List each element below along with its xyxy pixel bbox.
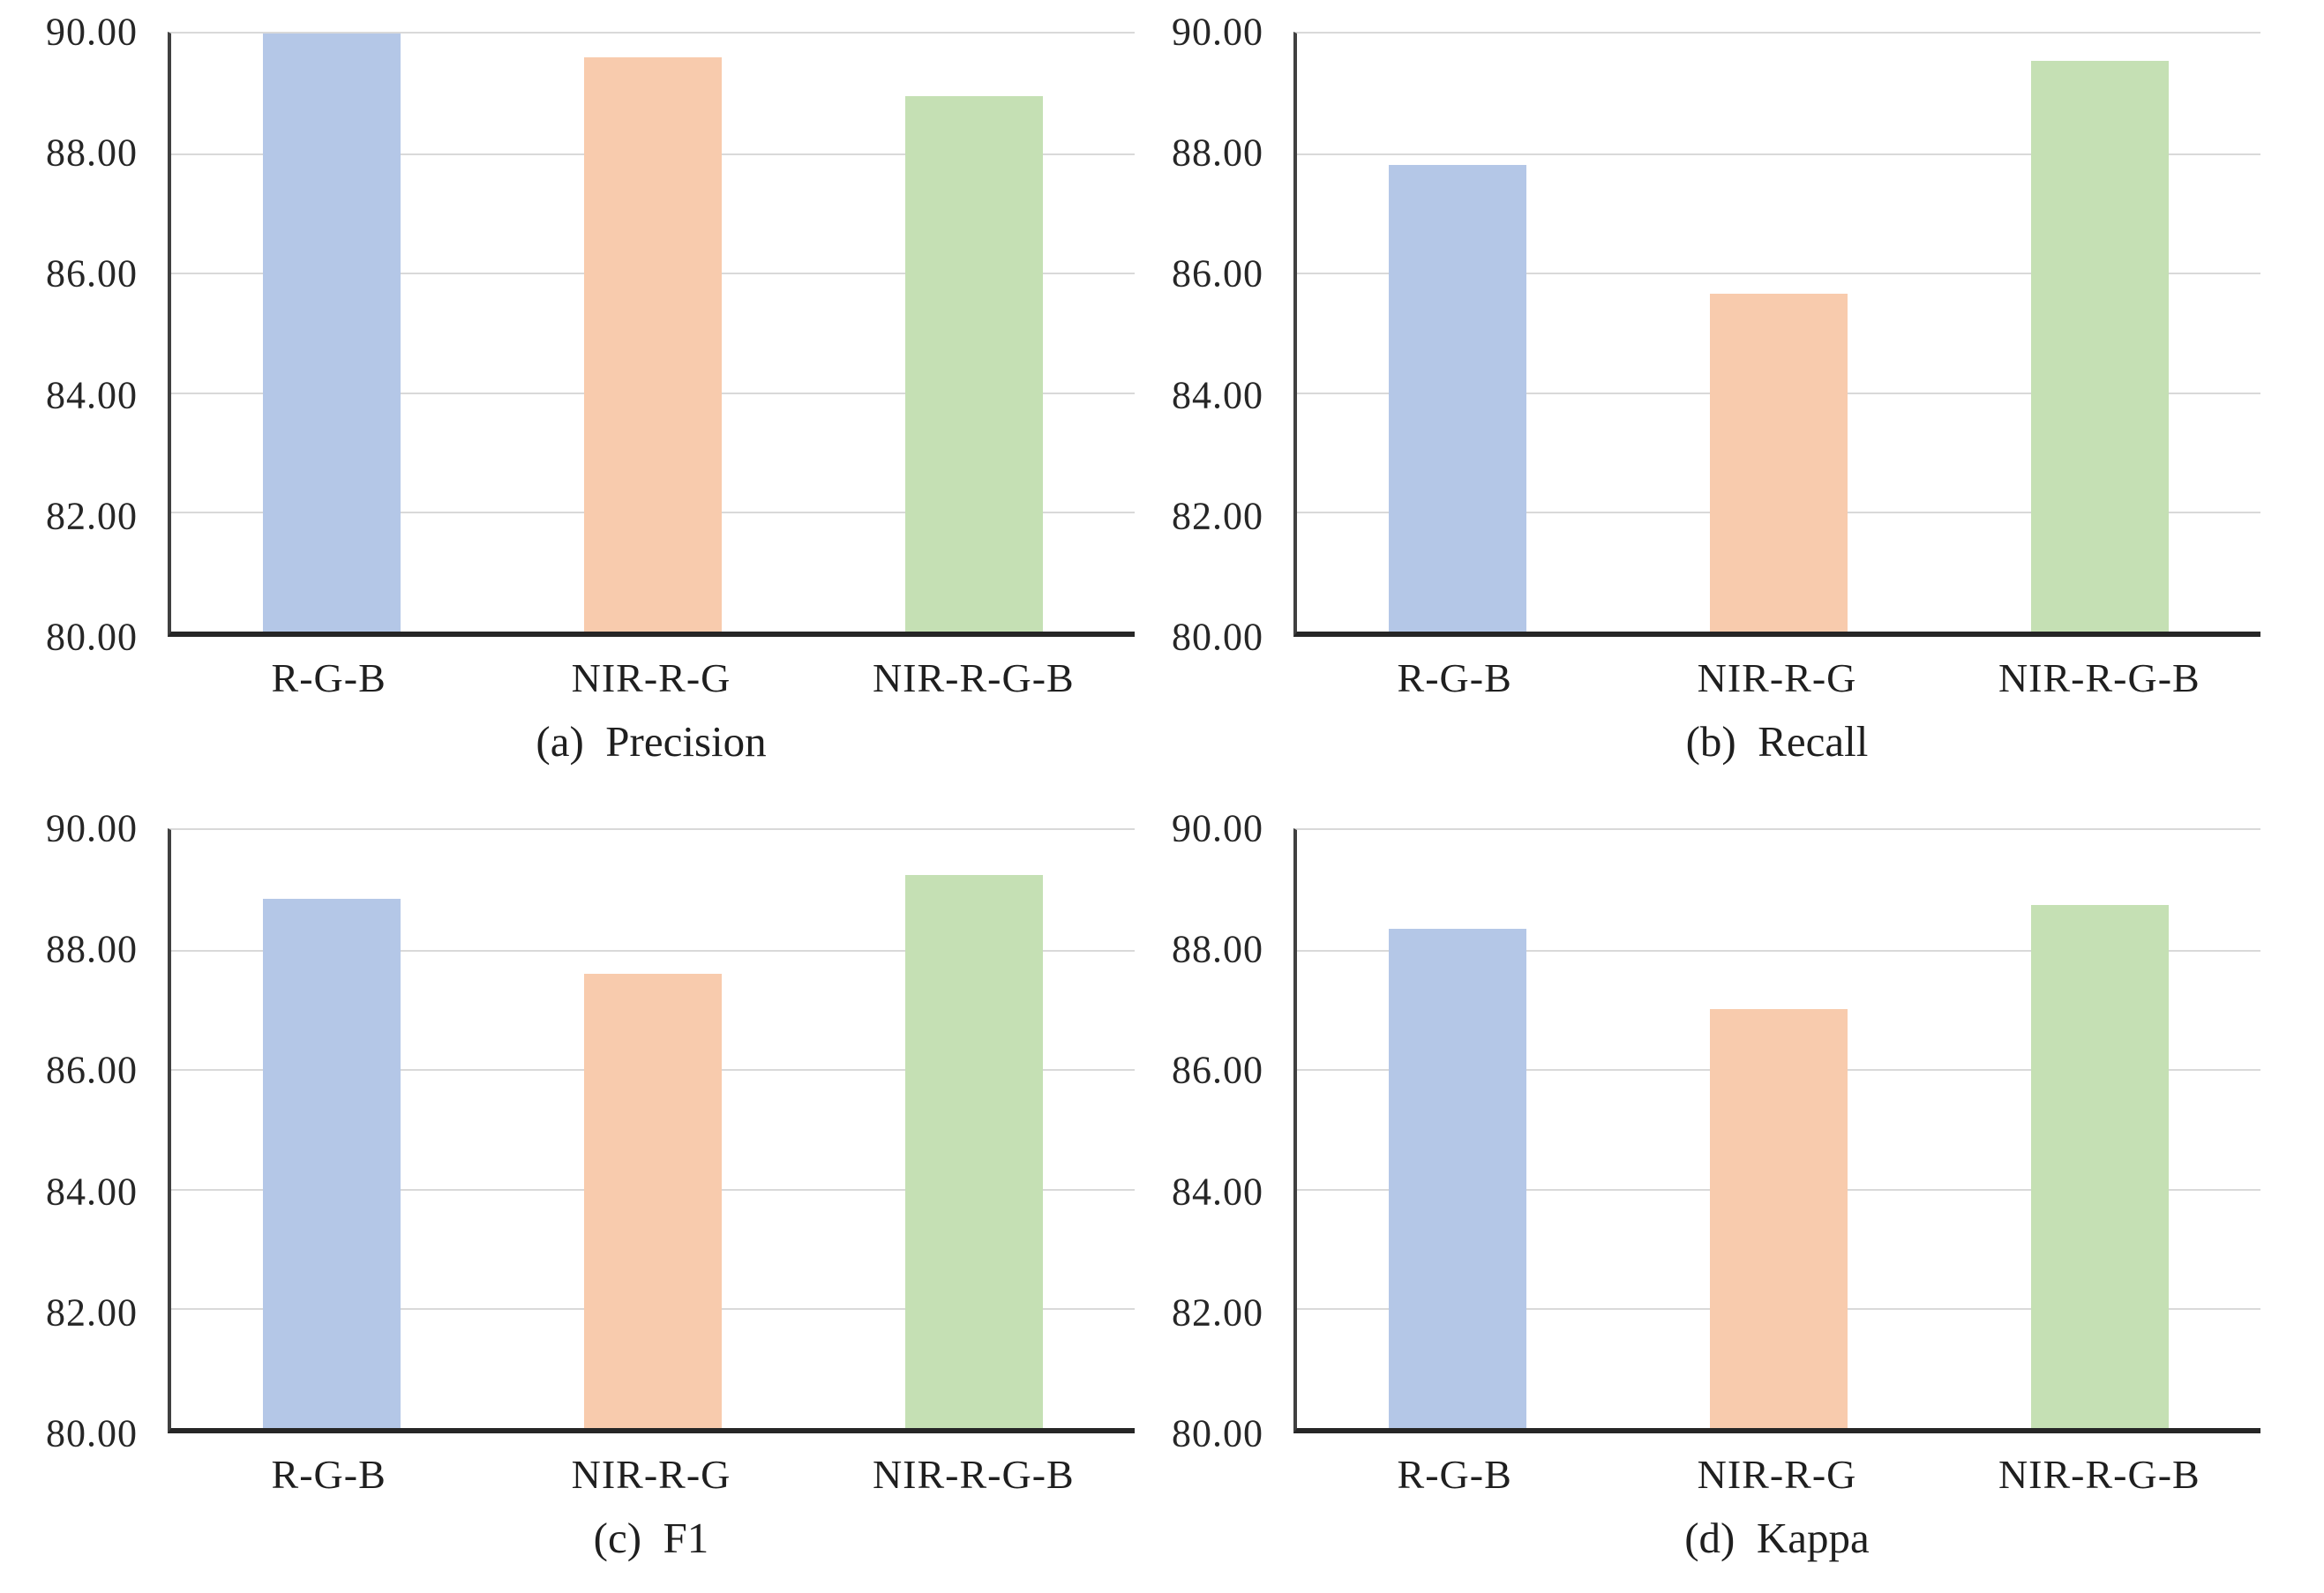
x-category-label: NIR-R-G [571, 655, 731, 700]
chart-panel-precision: 90.00 88.00 86.00 84.00 82.00 80.00 R-G-… [0, 0, 1165, 796]
x-category-label: NIR-R-G [1697, 1452, 1857, 1497]
x-category-label: R-G-B [271, 1452, 386, 1497]
gridline [1297, 273, 2260, 275]
bars-group [1297, 830, 2260, 1428]
bar-slot [1618, 34, 1939, 632]
chart-panel-recall: 90.00 88.00 86.00 84.00 82.00 80.00 R-G-… [1165, 0, 2324, 796]
x-category-label: NIR-R-G-B [872, 655, 1075, 700]
plot-area [1293, 32, 2260, 637]
bar-slot [813, 830, 1135, 1428]
y-tick: 82.00 [46, 1290, 138, 1335]
bar-nir-r-g-b [2030, 904, 2170, 1428]
y-tick: 84.00 [1172, 1170, 1263, 1214]
y-tick: 86.00 [46, 1048, 138, 1092]
plot-area [1293, 828, 2260, 1433]
y-tick: 88.00 [1172, 927, 1263, 971]
chart-caption: (c) F1 [593, 1514, 709, 1562]
y-tick: 80.00 [1172, 615, 1263, 659]
bar-slot [171, 830, 492, 1428]
y-tick: 88.00 [46, 927, 138, 971]
x-category-label: R-G-B [1397, 1452, 1512, 1497]
x-category-label: R-G-B [1397, 655, 1512, 700]
y-tick: 88.00 [1172, 131, 1263, 175]
chart-caption: (d) Kappa [1684, 1514, 1870, 1562]
x-category-label: NIR-R-G [1697, 655, 1857, 700]
bars-group [1297, 34, 2260, 632]
y-tick: 86.00 [1172, 1048, 1263, 1092]
y-tick: 82.00 [1172, 1290, 1263, 1335]
bar-slot [1297, 830, 1618, 1428]
y-tick: 90.00 [46, 10, 138, 54]
chart-caption: (a) Precision [536, 717, 767, 766]
y-axis-tick-labels: 90.00 88.00 86.00 84.00 82.00 80.00 [0, 11, 152, 659]
x-axis-category-labels: R-G-B NIR-R-G NIR-R-G-B [168, 654, 1135, 701]
y-tick: 82.00 [46, 494, 138, 538]
y-tick: 86.00 [1172, 251, 1263, 295]
bar-slot [1939, 34, 2260, 632]
y-tick: 86.00 [46, 251, 138, 295]
bar-slot [1618, 830, 1939, 1428]
bar-slot [1297, 34, 1618, 632]
y-tick: 84.00 [1172, 373, 1263, 417]
bars-group [171, 34, 1135, 632]
x-axis-category-labels: R-G-B NIR-R-G NIR-R-G-B [1293, 654, 2260, 701]
bar-r-g-b [262, 34, 401, 632]
chart-panel-kappa: 90.00 88.00 86.00 84.00 82.00 80.00 R-G-… [1165, 796, 2324, 1593]
x-category-label: NIR-R-G [571, 1452, 731, 1497]
bar-r-g-b [1388, 165, 1527, 632]
y-tick: 80.00 [1172, 1411, 1263, 1455]
chart-panel-f1: 90.00 88.00 86.00 84.00 82.00 80.00 R-G-… [0, 796, 1165, 1593]
bar-slot [813, 34, 1135, 632]
x-category-label: NIR-R-G-B [1998, 1452, 2200, 1497]
y-tick: 88.00 [46, 131, 138, 175]
bars-group [171, 830, 1135, 1428]
x-category-label: NIR-R-G-B [1998, 655, 2200, 700]
bar-r-g-b [1388, 928, 1527, 1428]
bar-nir-r-g [1709, 1009, 1848, 1428]
gridline [1297, 949, 2260, 952]
bar-slot [1939, 830, 2260, 1428]
x-axis-category-labels: R-G-B NIR-R-G NIR-R-G-B [168, 1451, 1135, 1498]
y-tick: 80.00 [46, 1411, 138, 1455]
y-tick: 90.00 [1172, 806, 1263, 850]
y-tick: 90.00 [46, 806, 138, 850]
gridline [171, 949, 1135, 952]
plot-area [168, 828, 1135, 1433]
bar-nir-r-g [583, 57, 723, 632]
bar-nir-r-g-b [904, 874, 1044, 1428]
chart-caption: (b) Recall [1685, 717, 1869, 766]
bar-nir-r-g-b [2030, 60, 2170, 632]
bar-r-g-b [262, 898, 401, 1428]
y-axis-tick-labels: 90.00 88.00 86.00 84.00 82.00 80.00 [1165, 807, 1278, 1455]
bar-slot [171, 34, 492, 632]
bar-nir-r-g-b [904, 96, 1044, 632]
bar-nir-r-g [1709, 293, 1848, 632]
y-axis-tick-labels: 90.00 88.00 86.00 84.00 82.00 80.00 [1165, 11, 1278, 659]
y-tick: 84.00 [46, 1170, 138, 1214]
y-tick: 90.00 [1172, 10, 1263, 54]
plot-area [168, 32, 1135, 637]
y-tick: 84.00 [46, 373, 138, 417]
bar-slot [492, 34, 813, 632]
x-category-label: NIR-R-G-B [872, 1452, 1075, 1497]
gridline [1297, 153, 2260, 155]
y-axis-tick-labels: 90.00 88.00 86.00 84.00 82.00 80.00 [0, 807, 152, 1455]
y-tick: 80.00 [46, 615, 138, 659]
x-axis-category-labels: R-G-B NIR-R-G NIR-R-G-B [1293, 1451, 2260, 1498]
bar-nir-r-g [583, 973, 723, 1428]
x-category-label: R-G-B [271, 655, 386, 700]
bar-slot [492, 830, 813, 1428]
y-tick: 82.00 [1172, 494, 1263, 538]
